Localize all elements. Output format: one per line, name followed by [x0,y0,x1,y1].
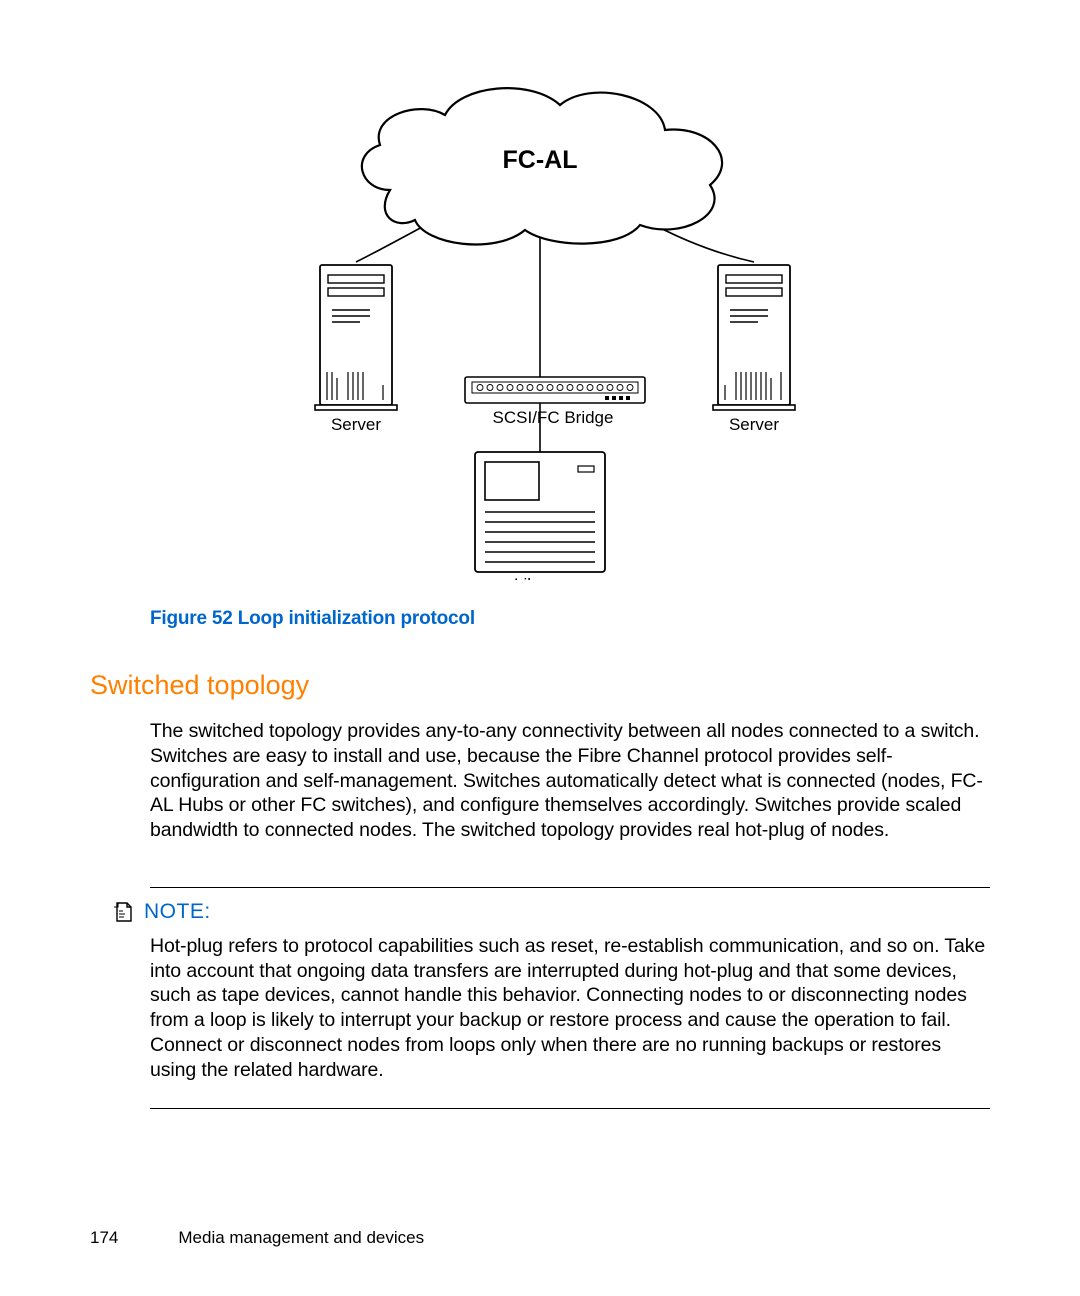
document-page: FC-AL Server [0,0,1080,1296]
library-label: Library [514,575,566,580]
figure-diagram: FC-AL Server [90,60,990,580]
note-block: NOTE: Hot-plug refers to protocol capabi… [150,887,990,1110]
figure-caption: Figure 52 Loop initialization protocol [150,608,990,630]
note-label: NOTE: [144,900,211,924]
note-rule-bottom [150,1108,990,1109]
bridge-icon [465,377,645,403]
note-header: NOTE: [114,888,990,934]
section-heading: Switched topology [90,670,990,701]
footer-title: Media management and devices [178,1228,424,1248]
section-paragraph: The switched topology provides any-to-an… [150,719,990,843]
left-server-label: Server [331,415,381,434]
library-icon [475,452,605,572]
note-icon [114,901,134,923]
topology-svg: FC-AL Server [220,60,860,580]
cloud-label: FC-AL [503,146,578,174]
bridge-label: SCSI/FC Bridge [493,408,614,427]
note-body: Hot-plug refers to protocol capabilities… [150,934,990,1109]
right-server-icon [713,265,795,410]
page-footer: 174 Media management and devices [90,1228,424,1248]
right-server-label: Server [729,415,779,434]
page-number: 174 [90,1228,118,1248]
left-server-icon [315,265,397,410]
